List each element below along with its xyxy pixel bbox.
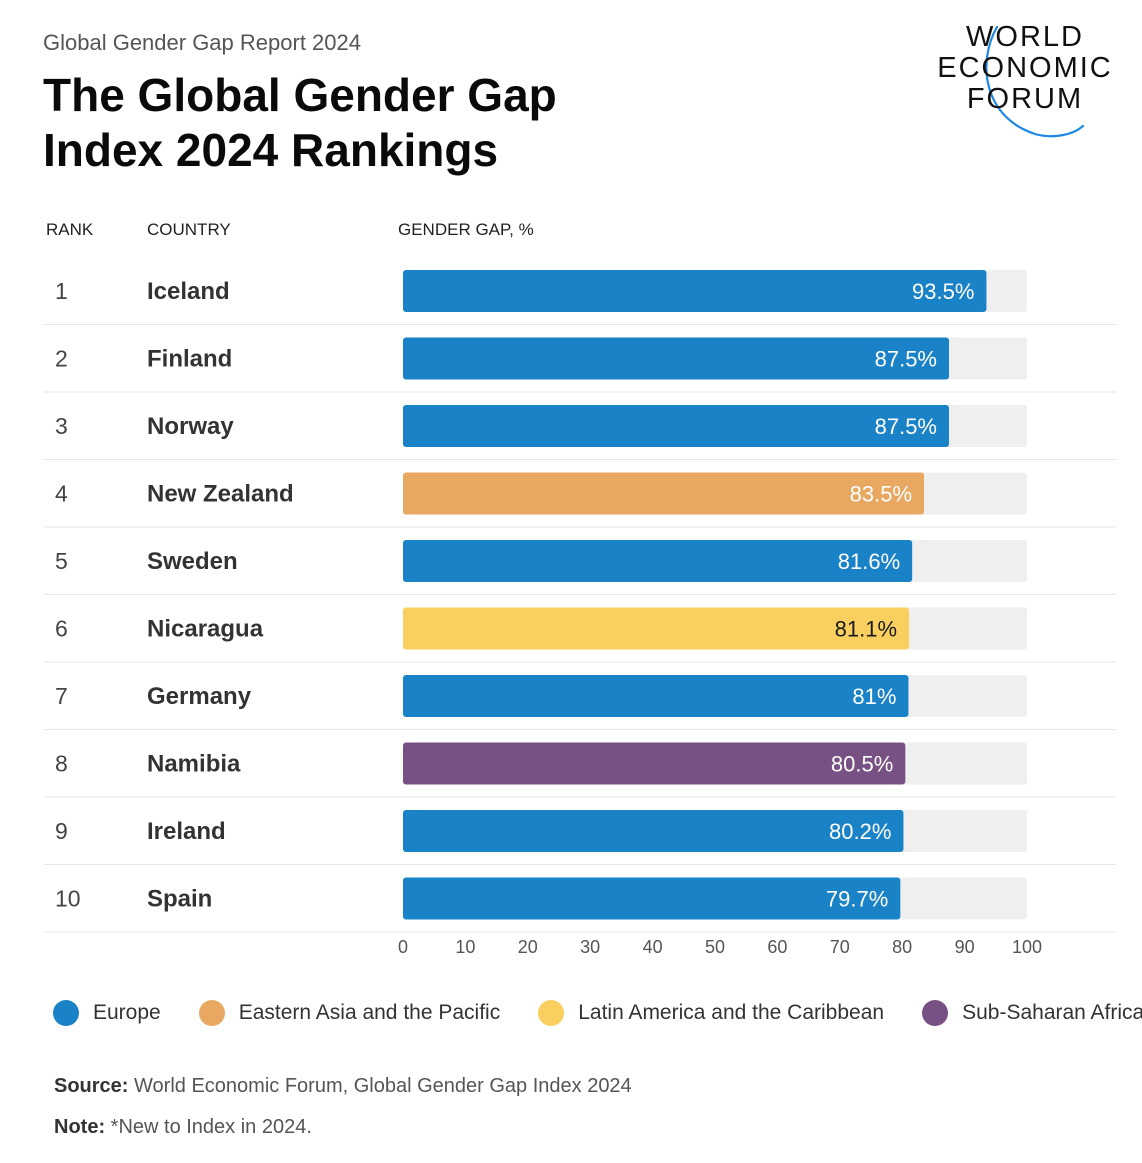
x-tick-label: 10 (455, 937, 475, 957)
source-label: Source: (54, 1075, 129, 1097)
chart-title-line-2: Index 2024 Rankings (43, 124, 499, 176)
logo-text-world: WORLD (966, 21, 1084, 53)
bar-ireland (403, 810, 904, 852)
bar-finland (403, 337, 949, 380)
bar-iceland (403, 270, 987, 312)
x-tick-label: 80 (892, 937, 912, 957)
bar-norway (403, 405, 949, 447)
x-tick-label: 30 (580, 937, 600, 957)
column-header-country: COUNTRY (147, 220, 231, 239)
x-tick-label: 60 (767, 937, 787, 957)
legend-item: Sub-Saharan Africa (922, 1000, 1142, 1026)
x-tick-label: 50 (705, 937, 725, 957)
legend-swatch-icon (922, 1000, 949, 1026)
logo-arc-icon (985, 25, 1085, 138)
rank-number: 7 (55, 683, 68, 709)
country-name: Nicaragua (147, 616, 264, 643)
bar-value-label: 79.7% (826, 887, 888, 912)
country-name: Finland (147, 346, 232, 373)
chart-title: The Global Gender Gap Index 2024 Ranking… (43, 68, 557, 178)
x-tick-label: 90 (955, 937, 975, 957)
rank-number: 8 (55, 751, 68, 777)
legend-label: Sub-Saharan Africa (962, 1001, 1142, 1024)
bar-value-label: 87.5% (875, 347, 937, 372)
legend-item: Europe (53, 1000, 161, 1026)
legend-swatch-icon (53, 1000, 79, 1026)
bar-value-label: 87.5% (875, 414, 937, 439)
country-name: Norway (147, 413, 234, 440)
country-name: New Zealand (147, 481, 294, 508)
x-tick-label: 100 (1012, 937, 1042, 957)
rank-number: 9 (55, 818, 68, 844)
bar-value-label: 81.1% (835, 617, 897, 642)
bar-sweden (403, 540, 913, 582)
source-text: World Economic Forum, Global Gender Gap … (128, 1075, 632, 1097)
rank-number: 10 (55, 886, 81, 912)
legend-swatch-icon (198, 1000, 225, 1026)
footnote: Note: *New to Index in 2024. (54, 1116, 312, 1139)
x-tick-label: 70 (830, 937, 850, 957)
rank-number: 1 (55, 278, 68, 304)
country-name: Namibia (147, 751, 241, 778)
logo-text-economic: ECONOMIC (937, 52, 1113, 84)
legend-item: Eastern Asia and the Pacific (198, 1000, 501, 1026)
legend-swatch-icon (538, 1000, 565, 1026)
note-text: *New to Index in 2024. (105, 1116, 312, 1138)
x-tick-label: 20 (518, 937, 538, 957)
bar-value-label: 83.5% (850, 482, 912, 507)
wef-logo: WORLD ECONOMIC FORUM (925, 22, 1125, 142)
bar-nicaragua (403, 607, 910, 650)
source-note: Source: World Economic Forum, Global Gen… (54, 1075, 632, 1098)
column-header-rank: RANK (46, 220, 94, 239)
legend-label: Eastern Asia and the Pacific (238, 1001, 501, 1024)
bar-value-label: 80.2% (829, 819, 891, 844)
legend-label: Europe (93, 1001, 161, 1024)
bar-namibia (403, 742, 906, 785)
bar-germany (403, 675, 909, 717)
legend-item: Latin America and the Caribbean (538, 1000, 884, 1026)
column-header-gender-gap: GENDER GAP, % (398, 220, 534, 239)
country-name: Iceland (147, 278, 230, 305)
bar-value-label: 93.5% (912, 279, 974, 304)
rank-number: 2 (55, 346, 68, 372)
country-name: Sweden (147, 548, 238, 575)
country-name: Spain (147, 886, 212, 913)
bar-value-label: 80.5% (831, 752, 893, 777)
legend-label: Latin America and the Caribbean (578, 1001, 885, 1024)
rank-number: 5 (55, 548, 68, 574)
bar-spain (403, 877, 901, 920)
rank-number: 3 (55, 413, 68, 439)
bar-value-label: 81% (852, 684, 896, 709)
x-tick-label: 0 (398, 937, 408, 957)
country-name: Germany (147, 683, 252, 710)
rank-number: 6 (55, 616, 68, 642)
chart-legend: Europe Eastern Asia and the Pacific Latin … (53, 1000, 1142, 1026)
x-tick-label: 40 (643, 937, 663, 957)
note-label: Note: (54, 1116, 106, 1138)
country-name: Ireland (147, 818, 226, 845)
chart-title-line-1: The Global Gender Gap (43, 69, 557, 121)
logo-text-forum: FORUM (966, 83, 1084, 115)
bar-new-zealand (403, 472, 925, 515)
rank-number: 4 (55, 481, 68, 507)
bar-value-label: 81.6% (838, 549, 900, 574)
report-subtitle: Global Gender Gap Report 2024 (43, 30, 361, 55)
